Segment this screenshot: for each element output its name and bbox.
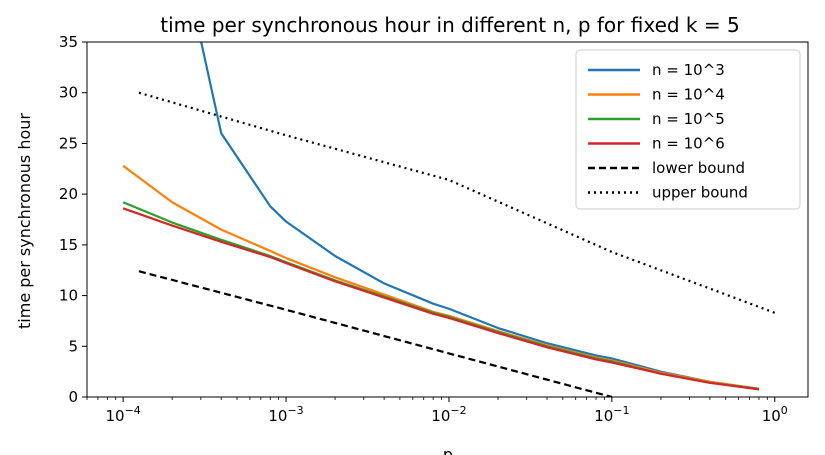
y-tick-label: 35 bbox=[59, 33, 78, 51]
series-line-2 bbox=[122, 201, 760, 390]
plot-area bbox=[122, 42, 776, 397]
legend-label: n = 10^5 bbox=[652, 110, 725, 128]
x-tick-label: 10−3 bbox=[268, 404, 303, 425]
axes-ticks: 0 5 10 15 20 25 30 35 10−4 10−3 10−2 10−1 100 bbox=[59, 33, 788, 425]
y-tick-label: 30 bbox=[59, 84, 78, 102]
y-tick-label: 5 bbox=[68, 337, 78, 355]
series-line-4 bbox=[138, 270, 613, 397]
y-tick-label: 10 bbox=[59, 287, 78, 305]
series-line-3 bbox=[122, 207, 760, 391]
legend-label: n = 10^3 bbox=[652, 61, 725, 79]
legend-label: upper bound bbox=[652, 184, 748, 202]
x-tick-label: 10−1 bbox=[594, 404, 629, 425]
legend-label: lower bound bbox=[652, 159, 745, 177]
y-tick-label: 25 bbox=[59, 134, 78, 152]
x-axis-label: p bbox=[443, 445, 453, 455]
x-tick-label: 100 bbox=[762, 404, 788, 425]
legend-label: n = 10^6 bbox=[652, 135, 725, 153]
legend-box bbox=[575, 49, 801, 210]
legend-label: n = 10^4 bbox=[652, 86, 725, 104]
plot-frame bbox=[86, 41, 809, 398]
series-line-5 bbox=[138, 91, 776, 314]
y-tick-label: 20 bbox=[59, 185, 78, 203]
x-tick-label: 10−2 bbox=[431, 404, 466, 425]
x-tick-label: 10−4 bbox=[105, 404, 140, 425]
y-tick-label: 15 bbox=[59, 236, 78, 254]
y-axis-label: time per synchronous hour bbox=[15, 113, 34, 329]
series-line-0 bbox=[200, 42, 760, 390]
chart-title: time per synchronous hour in different n… bbox=[160, 13, 739, 37]
legend: n = 10^3 n = 10^4 n = 10^5 n = 10^6 lower bo… bbox=[575, 49, 801, 210]
y-tick-label: 0 bbox=[68, 388, 78, 406]
